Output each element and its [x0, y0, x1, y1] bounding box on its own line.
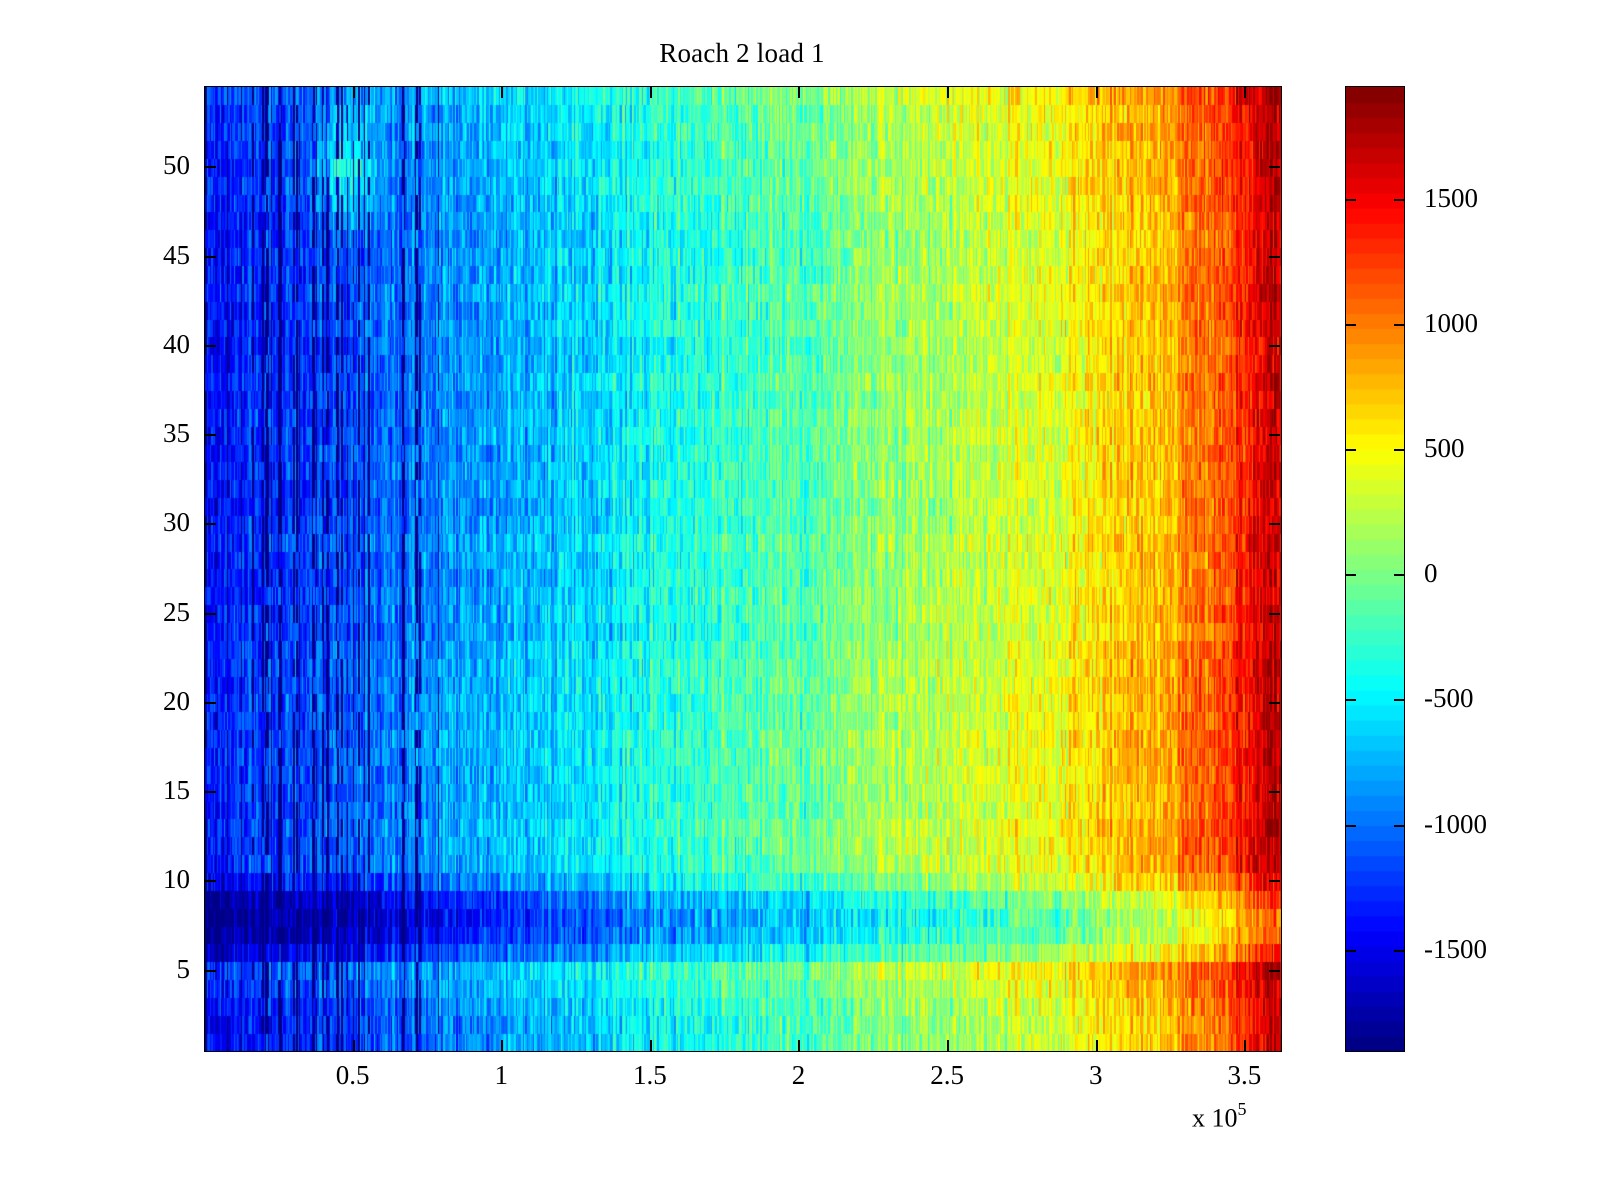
x-tick-mark	[352, 1040, 355, 1051]
colorbar-tick-mark-left	[1346, 949, 1356, 952]
y-tick-label: 15	[163, 775, 190, 806]
y-tick-mark-right	[1269, 969, 1280, 972]
y-tick-label: 20	[163, 685, 190, 716]
colorbar-image[interactable]	[1346, 87, 1404, 1051]
y-tick-mark-right	[1269, 434, 1280, 437]
y-tick-mark-right	[1269, 166, 1280, 169]
y-tick-mark-right	[1269, 523, 1280, 526]
y-tick-mark	[205, 880, 216, 883]
y-tick-mark-right	[1269, 344, 1280, 347]
y-tick-label: 50	[163, 150, 190, 181]
colorbar-tick-mark-left	[1346, 699, 1356, 702]
y-tick-mark	[205, 344, 216, 347]
colorbar-tick-label: 1500	[1424, 182, 1478, 213]
colorbar-tick-mark-right	[1394, 699, 1404, 702]
colorbar-tick-mark-left	[1346, 198, 1356, 201]
y-tick-label: 10	[163, 864, 190, 895]
y-tick-mark	[205, 523, 216, 526]
x-tick-mark	[1244, 1040, 1247, 1051]
x-tick-label: 2	[791, 1060, 806, 1090]
y-tick-mark	[205, 434, 216, 437]
colorbar-tick-label: -500	[1424, 683, 1474, 714]
colorbar-tick-label: 0	[1424, 558, 1438, 589]
y-tick-mark	[205, 701, 216, 704]
colorbar-tick-label: -1000	[1424, 808, 1487, 839]
x-tick-label: 2.5	[930, 1060, 964, 1090]
x-tick-label: 3.5	[1227, 1060, 1262, 1090]
y-tick-mark	[205, 612, 216, 615]
colorbar-tick-mark-right	[1394, 949, 1404, 952]
y-tick-label: 25	[163, 596, 190, 627]
colorbar-tick-label: -1500	[1424, 933, 1487, 964]
heatmap-axes[interactable]	[204, 86, 1282, 1052]
x-tick-mark	[1095, 1040, 1098, 1051]
x-tick-mark-top	[798, 87, 801, 98]
x-tick-mark	[947, 1040, 950, 1051]
colorbar-tick-mark-right	[1394, 198, 1404, 201]
colorbar-tick-label: 1000	[1424, 307, 1478, 338]
x-axis-exponent-label: x 105	[1192, 1099, 1247, 1134]
y-tick-mark	[205, 791, 216, 794]
colorbar-tick-mark-left	[1346, 824, 1356, 827]
x-exponent-power: 5	[1237, 1099, 1247, 1119]
y-tick-label: 35	[163, 418, 190, 449]
colorbar-tick-mark-right	[1394, 323, 1404, 326]
x-tick-mark-top	[649, 87, 652, 98]
colorbar-tick-mark-left	[1346, 323, 1356, 326]
colorbar-axes[interactable]	[1345, 86, 1405, 1052]
x-tick-mark	[798, 1040, 801, 1051]
x-tick-mark	[649, 1040, 652, 1051]
heatmap-image[interactable]	[205, 87, 1281, 1051]
x-tick-mark-top	[947, 87, 950, 98]
colorbar-tick-mark-right	[1394, 574, 1404, 577]
x-exponent-base: x 10	[1192, 1103, 1238, 1133]
x-tick-mark-top	[352, 87, 355, 98]
colorbar-tick-mark-right	[1394, 449, 1404, 452]
x-tick-label: 1	[494, 1060, 508, 1090]
x-tick-mark-top	[1244, 87, 1247, 98]
y-tick-mark	[205, 255, 216, 258]
y-tick-mark-right	[1269, 791, 1280, 794]
y-tick-label: 5	[176, 953, 191, 984]
y-tick-label: 40	[163, 328, 190, 359]
y-tick-label: 30	[163, 507, 190, 538]
x-tick-mark-top	[1095, 87, 1098, 98]
x-tick-mark	[501, 1040, 504, 1051]
y-tick-mark-right	[1269, 701, 1280, 704]
y-tick-mark	[205, 166, 216, 169]
page-title: Roach 2 load 1	[659, 38, 825, 68]
colorbar-tick-mark-left	[1346, 449, 1356, 452]
y-tick-mark-right	[1269, 880, 1280, 883]
colorbar-tick-mark-right	[1394, 824, 1404, 827]
y-tick-mark	[205, 969, 216, 972]
x-tick-mark-top	[501, 87, 504, 98]
colorbar-tick-label: 500	[1424, 433, 1465, 464]
x-tick-label: 0.5	[335, 1060, 370, 1090]
y-tick-label: 45	[163, 239, 190, 270]
x-tick-label: 3	[1088, 1060, 1103, 1090]
colorbar-tick-mark-left	[1346, 574, 1356, 577]
x-tick-label: 1.5	[632, 1060, 667, 1090]
y-tick-mark-right	[1269, 612, 1280, 615]
y-tick-mark-right	[1269, 255, 1280, 258]
